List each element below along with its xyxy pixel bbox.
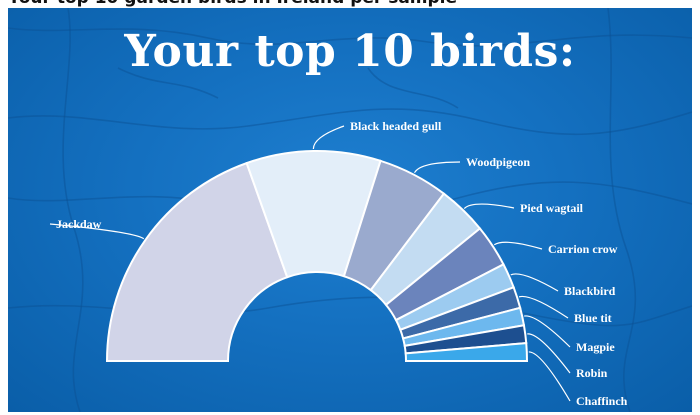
leader-blue-tit — [518, 295, 569, 319]
label-black-headed-gull: Black headed gull — [350, 119, 442, 133]
label-woodpigeon: Woodpigeon — [466, 155, 530, 169]
label-blackbird: Blackbird — [564, 284, 616, 298]
label-blue-tit: Blue tit — [574, 311, 612, 325]
texture-crack — [367, 67, 459, 109]
leader-magpie — [524, 315, 571, 348]
page-header-strip: Your top 10 garden birds in Ireland per … — [0, 0, 700, 10]
leader-blackbird — [510, 273, 559, 292]
infographic-panel: Your top 10 birds: Jackdaw Black headed g… — [8, 8, 692, 412]
page-header-text: Your top 10 garden birds in Ireland per … — [8, 0, 457, 8]
label-chaffinch: Chaffinch — [576, 394, 628, 408]
leader-robin — [527, 333, 571, 374]
texture-crack — [607, 8, 637, 412]
label-carrion-crow: Carrion crow — [548, 242, 618, 256]
label-pied-wagtail: Pied wagtail — [520, 201, 584, 215]
label-robin: Robin — [576, 366, 608, 380]
texture-crack — [8, 27, 692, 47]
slice-chaffinch — [404, 342, 529, 362]
leader-woodpigeon — [414, 161, 461, 174]
texture-crack — [62, 8, 84, 412]
slice-jackdaw — [105, 161, 289, 362]
texture-crack — [117, 67, 219, 99]
leader-black-headed-gull — [312, 125, 345, 150]
label-magpie: Magpie — [576, 340, 615, 354]
leader-carrion-crow — [493, 241, 543, 250]
leader-jackdaw — [49, 223, 145, 240]
leader-pied-wagtail — [463, 203, 515, 210]
half-donut-chart: Jackdaw Black headed gull Woodpigeon Pied w… — [49, 119, 628, 408]
leader-chaffinch — [528, 351, 571, 402]
background-texture — [8, 8, 692, 412]
chart-title: Your top 10 birds: — [124, 26, 576, 77]
label-jackdaw: Jackdaw — [56, 217, 102, 231]
texture-crack — [8, 108, 692, 136]
